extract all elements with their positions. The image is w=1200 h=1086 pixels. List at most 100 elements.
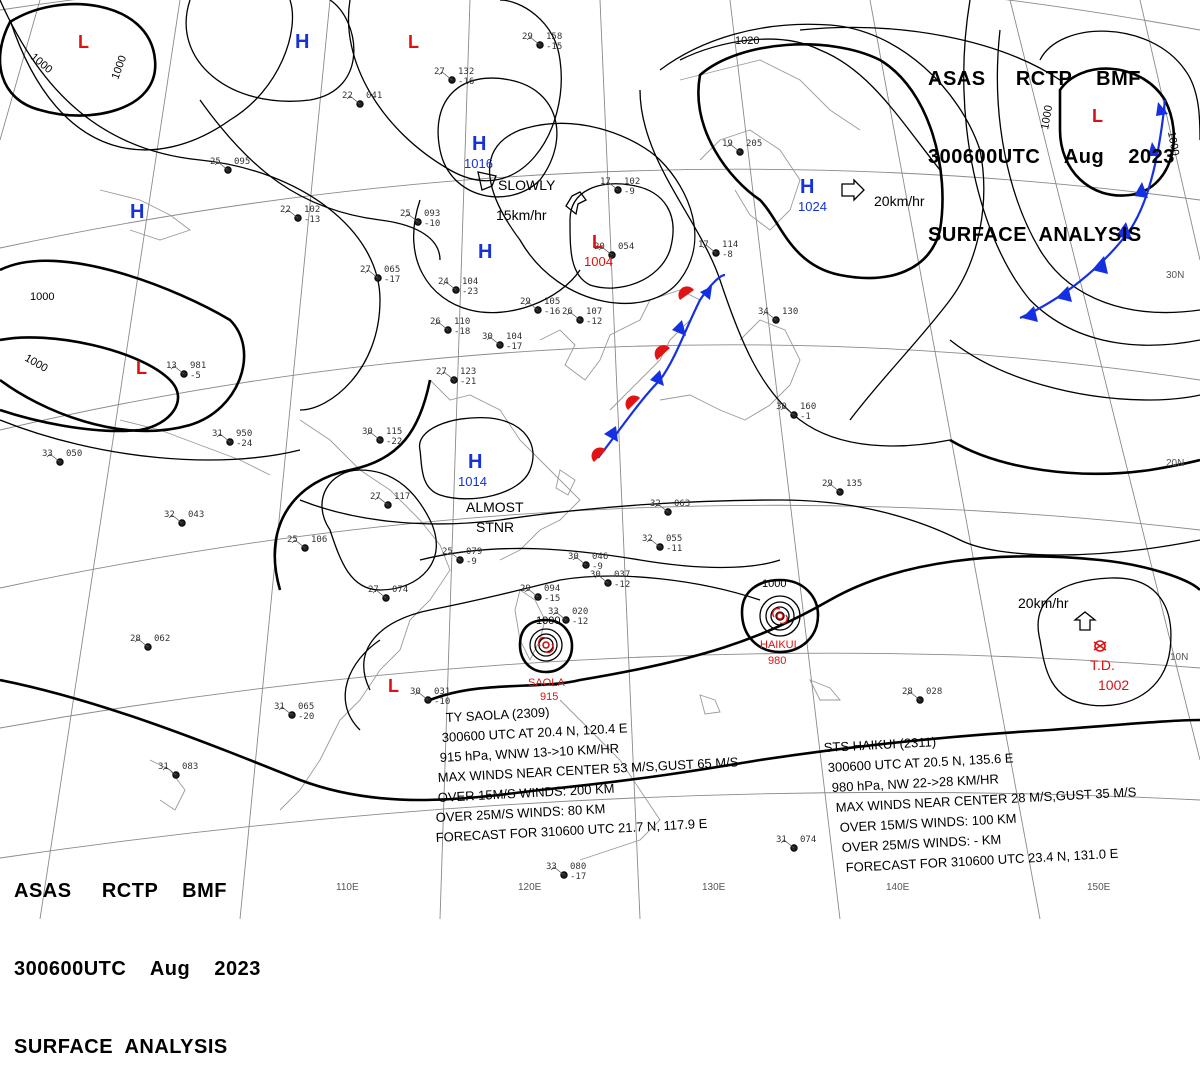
high-center-letter: H (478, 241, 492, 263)
tropical-depression-pressure: 1002 (1098, 677, 1129, 693)
station-pressure: 104 (506, 332, 522, 342)
wind-barb-icon (414, 691, 429, 701)
station-pressure: 031 (434, 687, 450, 697)
station-pressure: 160 (800, 402, 816, 412)
header-line-1: ASAS RCTP BMF (14, 880, 227, 902)
station-pressure: 065 (298, 702, 314, 712)
station-plot: 28 062 (130, 634, 170, 651)
wind-barb-icon (278, 706, 293, 716)
tropical-cyclones: SAOLA 915 HAIKUI 980 T.D. 1002 (528, 607, 1129, 703)
almost-stationary-label: ALMOST (466, 499, 524, 515)
station-pressure: 110 (454, 317, 470, 327)
station-temperature: 27 (368, 585, 379, 595)
station-pressure-tendency: -1 (800, 412, 811, 422)
station-temperature: 31 (274, 702, 285, 712)
station-plot: 29 105-16 (520, 297, 560, 317)
station-plot: 25 093-10 (400, 209, 440, 229)
latitude-longitude-grid (0, 0, 1200, 919)
saola-info-block: TY SAOLA (2309) 300600 UTC AT 20.4 N, 12… (435, 705, 739, 845)
wind-barb-icon (604, 181, 619, 191)
isobar-label: 1000 (762, 578, 786, 590)
header-line-3: SURFACE ANALYSIS (14, 1036, 228, 1058)
haikui-info-line: 980 hPa, NW 22->28 KM/HR (831, 771, 999, 795)
station-pressure: 158 (546, 32, 562, 42)
station-temperature: 28 (130, 634, 141, 644)
station-temperature: 33 (42, 449, 53, 459)
station-plot: 25 079-9 (442, 547, 482, 567)
tropical-depression-icon (1093, 640, 1107, 652)
wind-barb-icon (46, 453, 61, 463)
isobar-label: 1000 (23, 352, 50, 375)
station-temperature: 25 (210, 157, 221, 167)
station-pressure-tendency: -15 (544, 594, 560, 604)
station-plot: 29 135 (822, 479, 862, 496)
high-center-value: 1014 (458, 474, 487, 489)
station-plot: 30 031-10 (410, 687, 450, 707)
station-temperature: 24 (438, 277, 449, 287)
station-pressure: 095 (234, 157, 250, 167)
lon-130e-label: 130E (702, 882, 726, 893)
high-center-letter: H (468, 451, 482, 473)
station-pressure-tendency: -23 (462, 287, 478, 297)
low-center-letter: L (388, 676, 399, 696)
station-temperature: 31 (212, 429, 223, 439)
wind-barb-icon (442, 281, 457, 291)
high-center-value: 1016 (464, 156, 493, 171)
station-pressure: 107 (586, 307, 602, 317)
station-pressure-tendency: -18 (454, 327, 470, 337)
station-temperature: 34 (758, 307, 769, 317)
station-temperature: 27 (436, 367, 447, 377)
station-temperature: 27 (360, 265, 371, 275)
station-pressure: 094 (544, 584, 560, 594)
station-pressure-tendency: -12 (586, 317, 602, 327)
station-pressure-tendency: -24 (236, 439, 252, 449)
isobar-label: 1020 (735, 35, 759, 47)
station-pressure-tendency: -9 (624, 187, 635, 197)
station-pressure: 043 (188, 510, 204, 520)
station-pressure: 205 (746, 139, 762, 149)
wind-barb-icon (566, 311, 581, 321)
wind-barb-icon (168, 514, 183, 524)
station-plot: 31 083 (158, 762, 198, 779)
lat-10n-label: 10N (1170, 652, 1188, 663)
station-temperature: 30 (410, 687, 421, 697)
wind-barb-icon (726, 143, 741, 153)
low-center-value: 1004 (584, 254, 613, 269)
station-pressure: 115 (386, 427, 402, 437)
station-plot: 17 102-9 (600, 177, 640, 197)
wind-barb-icon (134, 638, 149, 648)
wind-barb-icon (162, 766, 177, 776)
station-pressure-tendency: -9 (592, 562, 603, 572)
low-center-letter: L (78, 32, 89, 52)
station-plot: 31 065-20 (274, 702, 314, 722)
station-pressure-tendency: -17 (570, 872, 586, 882)
pressure-centers: H 1024 H 1016 H 1014 H H H L 1004 L L L … (78, 31, 1103, 696)
station-pressure: 093 (424, 209, 440, 219)
wind-barb-icon (404, 213, 419, 223)
station-plot: 32 055-11 (642, 534, 682, 554)
speed-label-north: 15km/hr (496, 207, 547, 223)
station-pressure: 028 (926, 687, 942, 697)
high-center-letter: H (130, 201, 144, 223)
high-center-letter: H (295, 31, 309, 53)
motion-arrow-icon (841, 178, 865, 202)
station-temperature: 27 (370, 492, 381, 502)
station-plot: 30 037-12 (590, 570, 630, 590)
station-pressure: 981 (190, 361, 206, 371)
station-plot: 17 114-8 (698, 240, 738, 260)
station-temperature: 17 (600, 177, 611, 187)
station-temperature: 19 (722, 139, 733, 149)
station-pressure: 104 (462, 277, 478, 287)
motion-arrow-icon (565, 191, 587, 216)
station-temperature: 29 (522, 32, 533, 42)
station-temperature: 33 (548, 607, 559, 617)
lon-140e-label: 140E (886, 882, 910, 893)
low-center-letter: L (408, 32, 419, 52)
station-temperature: 26 (562, 307, 573, 317)
lon-120e-label: 120E (518, 882, 542, 893)
station-plot: 26 110-18 (430, 317, 470, 337)
saola-info-line: TY SAOLA (2309) (445, 705, 549, 725)
lat-20n-label: 20N (1166, 458, 1184, 469)
header-line-2: 300600UTC Aug 2023 (14, 958, 261, 980)
